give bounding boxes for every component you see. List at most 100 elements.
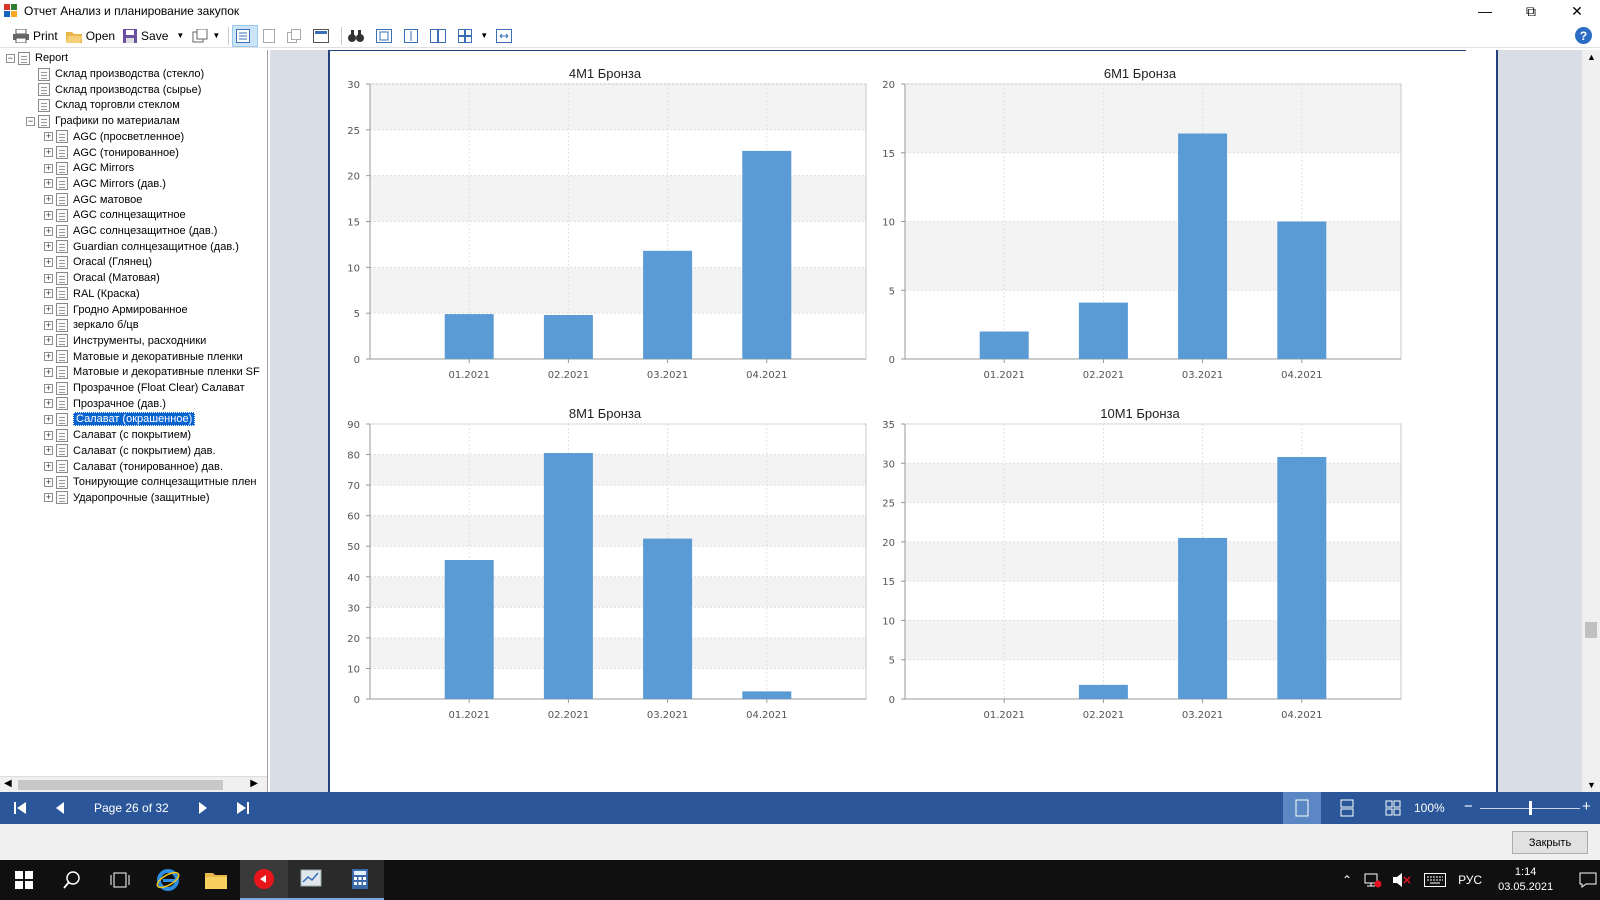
tree-item[interactable]: Склад торговли стеклом: [26, 97, 180, 113]
edge-browser-button[interactable]: [144, 860, 192, 900]
clock[interactable]: 1:14 03.05.2021: [1498, 865, 1553, 895]
save-dropdown-arrow-icon[interactable]: ▼: [176, 31, 185, 40]
file-explorer-button[interactable]: [192, 860, 240, 900]
continuous-mode-button[interactable]: [1328, 792, 1366, 824]
tree-item[interactable]: + AGC матовое: [44, 192, 142, 208]
export-dropdown-arrow-icon[interactable]: ▼: [212, 31, 221, 40]
export-button[interactable]: ▼: [189, 25, 223, 47]
tree-item[interactable]: + Прозрачное (Float Clear) Салават: [44, 380, 245, 396]
tree-item[interactable]: Склад производства (сырье): [26, 82, 201, 98]
expand-icon[interactable]: +: [44, 351, 53, 362]
print-preview-area[interactable]: 4M1 Бронза 0 5 10 15 20 25 30 01.2021 02.2021 03.2…: [270, 50, 1582, 792]
tree-item[interactable]: + AGC (просветленное): [44, 129, 184, 145]
expand-icon[interactable]: +: [44, 241, 53, 252]
zoom-out-icon[interactable]: −: [1464, 798, 1473, 815]
close-icon[interactable]: ✕: [1571, 2, 1583, 19]
last-page-button[interactable]: [231, 796, 255, 820]
tree-item[interactable]: + Прозрачное (дав.): [44, 396, 166, 412]
find-button[interactable]: [345, 25, 371, 47]
open-button[interactable]: Open: [63, 25, 118, 47]
zoom-slider-thumb[interactable]: [1529, 801, 1532, 815]
tree-horizontal-scrollbar[interactable]: ◀ ▶: [0, 776, 267, 792]
tree-item[interactable]: + RAL (Краска): [44, 286, 140, 302]
task-view-button[interactable]: [96, 860, 144, 900]
scroll-up-icon[interactable]: ▲: [1587, 52, 1596, 62]
copy-button[interactable]: [284, 25, 308, 47]
tree-item[interactable]: − Графики по материалам: [26, 113, 180, 129]
multiple-pages-dropdown-arrow-icon[interactable]: ▼: [480, 31, 489, 40]
expand-icon[interactable]: +: [44, 209, 53, 220]
tree-item[interactable]: + Инструменты, расходники: [44, 333, 206, 349]
view-two-pages-button[interactable]: [427, 25, 453, 47]
zoom-in-icon[interactable]: +: [1582, 798, 1591, 815]
collapse-icon[interactable]: −: [6, 52, 15, 63]
report-app-button[interactable]: [288, 860, 336, 900]
tree-root[interactable]: − Report: [6, 50, 68, 66]
tree-item[interactable]: + AGC Mirrors: [44, 160, 134, 176]
tree-item[interactable]: + Салават (тонированное) дав.: [44, 459, 223, 475]
search-button[interactable]: [48, 860, 96, 900]
tree-item[interactable]: + Guardian солнцезащитное (дав.): [44, 239, 239, 255]
expand-icon[interactable]: +: [44, 147, 53, 157]
expand-icon[interactable]: +: [44, 335, 53, 346]
parameters-button[interactable]: [260, 25, 282, 47]
expand-icon[interactable]: +: [44, 178, 53, 189]
tree-item[interactable]: + зеркало б/цв: [44, 317, 139, 333]
expand-icon[interactable]: +: [44, 319, 53, 330]
preview-vertical-scrollbar[interactable]: ▲ ▼: [1582, 50, 1600, 792]
tree-item[interactable]: Склад производства (стекло): [26, 66, 204, 82]
tree-item[interactable]: + Салават (с покрытием) дав.: [44, 443, 216, 459]
tree-item[interactable]: + Гродно Армированное: [44, 302, 188, 318]
zoom-to-fit-button[interactable]: [493, 25, 519, 47]
restore-icon[interactable]: ⧉: [1526, 2, 1536, 19]
print-button[interactable]: Print: [10, 25, 61, 47]
facing-pages-mode-button[interactable]: [1374, 792, 1412, 824]
recording-app-button[interactable]: [240, 860, 288, 900]
vertical-scroll-thumb[interactable]: [1585, 622, 1597, 638]
expand-icon[interactable]: +: [44, 194, 53, 205]
first-page-button[interactable]: [8, 796, 32, 820]
expand-icon[interactable]: +: [44, 476, 53, 487]
single-page-mode-button[interactable]: [1283, 792, 1321, 824]
tree-item[interactable]: + AGC солнцезащитное: [44, 207, 186, 223]
expand-icon[interactable]: +: [44, 272, 53, 283]
expand-icon[interactable]: +: [44, 413, 53, 424]
tree-item[interactable]: + Салават (с покрытием): [44, 427, 191, 443]
expand-icon[interactable]: +: [44, 131, 53, 142]
tree-item[interactable]: + AGC (тонированное): [44, 145, 179, 161]
multiple-pages-button[interactable]: ▼: [455, 25, 491, 47]
document-map-button[interactable]: [232, 24, 259, 47]
next-page-button[interactable]: [191, 796, 215, 820]
close-button[interactable]: Закрыть: [1512, 831, 1588, 854]
tree-item[interactable]: + Матовые и декоративные пленки SF: [44, 364, 260, 380]
expand-icon[interactable]: +: [44, 461, 53, 471]
expand-icon[interactable]: +: [44, 366, 53, 377]
minimize-icon[interactable]: —: [1478, 3, 1492, 19]
previous-page-button[interactable]: [48, 796, 72, 820]
expand-icon[interactable]: +: [44, 304, 53, 314]
network-icon[interactable]: [1364, 872, 1382, 888]
tree-item[interactable]: + Матовые и декоративные пленки: [44, 349, 243, 365]
expand-icon[interactable]: +: [44, 382, 53, 393]
page-setup-button[interactable]: [310, 25, 336, 47]
save-button[interactable]: Save ▼: [120, 25, 187, 47]
tree-item[interactable]: + Oracal (Матовая): [44, 270, 160, 286]
expand-icon[interactable]: +: [44, 398, 53, 409]
view-page-button[interactable]: [401, 25, 425, 47]
tree-item[interactable]: + Тонирующие солнцезащитные плен: [44, 474, 256, 490]
view-single-button[interactable]: [373, 25, 399, 47]
keyboard-icon[interactable]: [1424, 873, 1447, 887]
tree-item[interactable]: + Oracal (Глянец): [44, 254, 152, 270]
collapse-icon[interactable]: −: [26, 115, 35, 126]
scroll-left-icon[interactable]: ◀: [4, 778, 12, 789]
expand-icon[interactable]: +: [44, 429, 53, 440]
expand-icon[interactable]: +: [44, 162, 53, 173]
tree-item[interactable]: + Ударопрочные (защитные): [44, 490, 210, 506]
scroll-down-icon[interactable]: ▼: [1587, 780, 1596, 790]
start-button[interactable]: [0, 860, 48, 900]
tree-item[interactable]: + AGC Mirrors (дав.): [44, 176, 166, 192]
help-icon[interactable]: ?: [1575, 27, 1592, 44]
show-hidden-icons-chevron-icon[interactable]: ⌃: [1342, 873, 1353, 887]
scroll-right-icon[interactable]: ▶: [250, 778, 258, 789]
tree-item[interactable]: + Салават (окрашенное): [44, 411, 196, 427]
